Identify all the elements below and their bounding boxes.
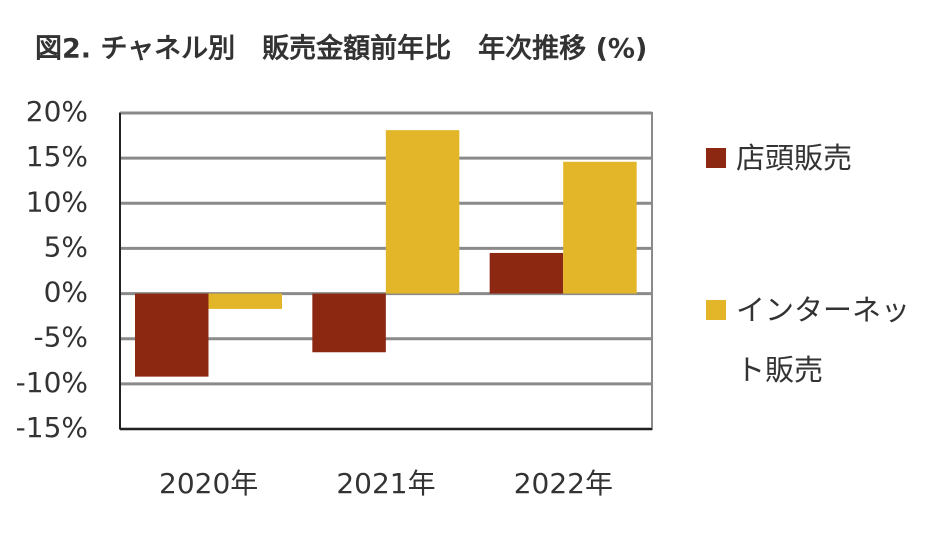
y-tick-label: 5% (44, 230, 88, 263)
y-tick-label: 15% (26, 140, 88, 173)
legend-item: 店頭販売 (706, 128, 921, 188)
y-tick-label: 10% (26, 185, 88, 218)
y-tick-label: -10% (16, 366, 88, 399)
chart-title: 図2. チャネル別 販売金額前年比 年次推移 (%) (35, 33, 647, 65)
bar (312, 293, 386, 353)
legend-label: 店頭販売 (736, 141, 853, 175)
x-tick-label: 2021年 (336, 467, 435, 500)
legend-label: インターネット販売 (736, 293, 911, 387)
y-tick-label: 0% (44, 276, 88, 309)
legend-swatch (706, 148, 726, 168)
y-tick-label: -15% (16, 411, 88, 444)
bar (489, 252, 564, 294)
y-tick-label: 20% (26, 95, 88, 128)
bar (385, 130, 460, 294)
bar (208, 293, 282, 309)
legend-item: インターネット販売 (706, 280, 921, 400)
legend-swatch (706, 300, 726, 320)
bar (563, 161, 637, 294)
x-tick-label: 2022年 (514, 467, 613, 500)
x-tick-label: 2020年 (159, 467, 258, 500)
y-tick-label: -5% (33, 321, 88, 354)
bar (135, 293, 209, 377)
legend: 店頭販売インターネット販売 (706, 128, 921, 492)
